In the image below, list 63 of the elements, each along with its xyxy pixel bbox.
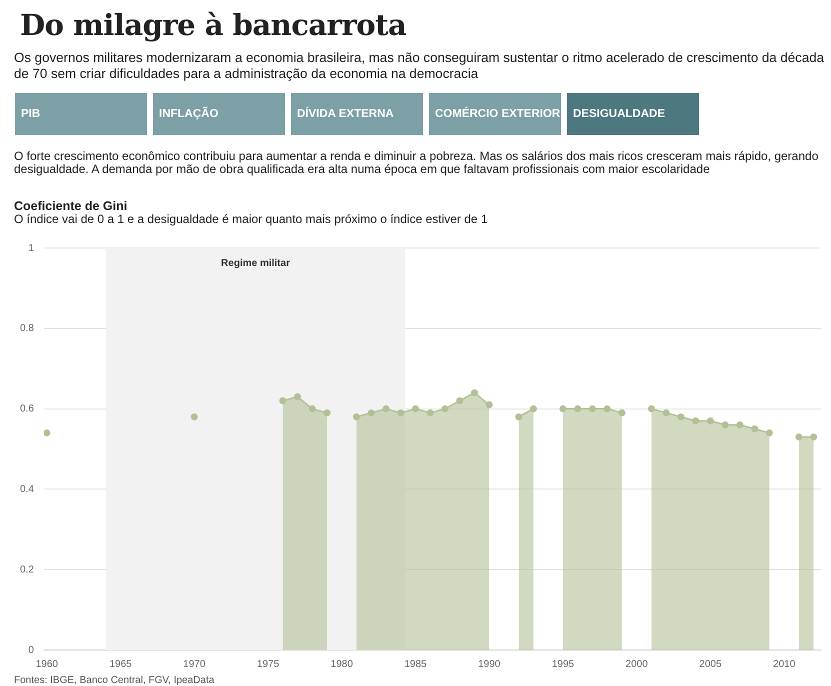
point (324, 409, 331, 416)
y-tick-label: 1 (28, 242, 34, 254)
point (648, 405, 655, 412)
point (604, 405, 611, 412)
point (190, 413, 198, 420)
x-tick-label: 2000 (626, 658, 648, 670)
point (810, 433, 818, 440)
point (294, 393, 302, 400)
text: DÍVIDA EXTERNA (291, 93, 423, 135)
point (736, 421, 744, 428)
point (353, 413, 360, 420)
y-tick-label: 0.8 (20, 323, 34, 334)
point (795, 433, 802, 440)
point (456, 397, 464, 404)
text: INFLAÇÃO (153, 93, 285, 135)
x-tick-label: 1985 (404, 658, 428, 670)
point (662, 409, 670, 416)
text: O índice vai de 0 a 1 e a desigualdade é maior quanto mais próximo o índice estiver de 1 (14, 212, 488, 226)
point (486, 401, 493, 408)
point (618, 409, 626, 416)
point (44, 429, 50, 436)
point (588, 405, 596, 412)
point (722, 421, 729, 428)
point (559, 405, 566, 412)
chart-subtitle: Os governos militares modernizaram a economia brasileira, mas não conseguiram sustentar o ritmo acelerado de crescimento da década de 70 sem criar dificuldades para a administração da economia na democracia (14, 50, 826, 82)
point (279, 397, 286, 404)
point (515, 413, 522, 420)
point (706, 417, 714, 424)
y-tick-label: 0.2 (20, 564, 34, 576)
x-tick-label: 1990 (478, 658, 501, 670)
text: O forte crescimento econômico contribuiu para aumentar a renda e diminuir a pobreza. Mas os salários dos mais ricos cresceram mais rápido, gerando desigualdade. A demanda por mão de obra qualificada era alta numa época em que faltavam profissionais com maior escolaridade (14, 149, 820, 176)
point (677, 413, 684, 420)
y-tick-label: 0.6 (20, 404, 34, 415)
x-tick-label: 1980 (330, 658, 354, 670)
x-tick-label: 1960 (36, 658, 58, 670)
point (692, 417, 700, 424)
point (574, 405, 582, 412)
x-tick-label: 1970 (183, 658, 206, 670)
point (441, 405, 448, 412)
x-tick-label: 2010 (773, 658, 796, 670)
text: COMÉRCIO EXTERIOR (429, 93, 561, 135)
text: DESIGUALDADE (567, 93, 699, 135)
point (751, 425, 758, 432)
point (766, 429, 773, 436)
point (426, 409, 434, 416)
point (382, 405, 390, 412)
x-tick-label: 2005 (699, 658, 722, 670)
chart-title: Do milagre à bancarrota (20, 8, 406, 42)
y-tick-label: 0.4 (20, 484, 34, 495)
point (397, 409, 404, 416)
y-axis-title: Coeficiente de Gini (14, 199, 128, 213)
x-tick-label: 1995 (552, 658, 575, 670)
text: PIB (15, 93, 147, 135)
x-tick-label: 1975 (256, 658, 280, 670)
point (368, 409, 375, 416)
point (530, 405, 537, 412)
band-label: Regime militar (221, 258, 290, 269)
point (308, 405, 316, 412)
point (470, 389, 478, 396)
text: Fontes: IBGE, Banco Central, FGV, IpeaData (14, 675, 214, 686)
x-tick-label: 1965 (109, 658, 132, 670)
y-tick-label: 0 (28, 644, 34, 656)
point (412, 405, 419, 412)
